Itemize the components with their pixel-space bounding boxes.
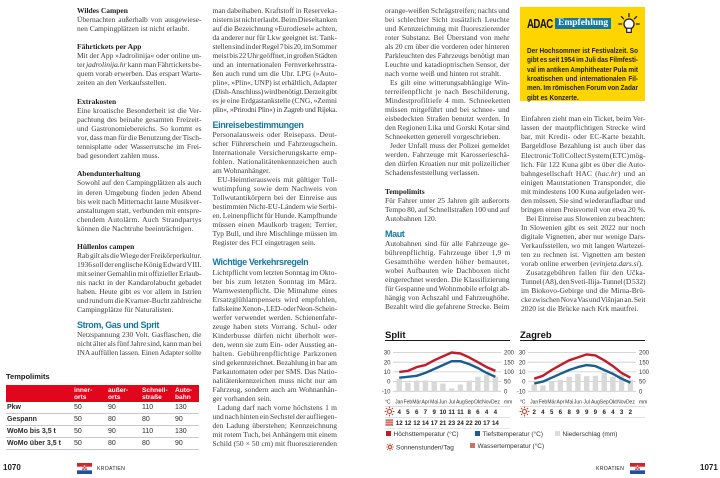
svg-text:11: 11 — [448, 409, 455, 416]
svg-text:Jun: Jun — [439, 400, 447, 406]
svg-text:Okt: Okt — [609, 400, 617, 406]
svg-text:Feb: Feb — [539, 400, 548, 406]
svg-text:9: 9 — [432, 409, 436, 416]
svg-text:Jan: Jan — [395, 400, 403, 406]
svg-text:200: 200 — [504, 351, 515, 357]
svg-text:Nov: Nov — [482, 400, 491, 406]
svg-text:Mär: Mär — [547, 400, 556, 406]
svg-text:17: 17 — [431, 420, 438, 427]
svg-text:mm: mm — [639, 400, 647, 406]
svg-text:2: 2 — [532, 409, 536, 416]
svg-text:4: 4 — [397, 409, 401, 416]
svg-text:50: 50 — [504, 380, 511, 386]
svg-text:Mai: Mai — [430, 400, 438, 406]
svg-text:°C: °C — [520, 400, 526, 406]
svg-text:12: 12 — [404, 420, 411, 427]
svg-text:6: 6 — [602, 409, 606, 416]
svg-text:Dez: Dez — [626, 400, 635, 406]
svg-text:24: 24 — [457, 420, 464, 427]
svg-text:Nov: Nov — [617, 400, 626, 406]
svg-text:Apr: Apr — [557, 400, 565, 406]
svg-text:6: 6 — [415, 409, 419, 416]
svg-text:9: 9 — [594, 409, 598, 416]
svg-text:20: 20 — [384, 360, 391, 366]
svg-text:10: 10 — [384, 370, 391, 376]
svg-text:4: 4 — [541, 409, 545, 416]
svg-text:12: 12 — [413, 420, 420, 427]
svg-text:150: 150 — [639, 360, 650, 366]
svg-text:10: 10 — [439, 409, 446, 416]
svg-text:2: 2 — [629, 409, 633, 416]
svg-text:Mär: Mär — [412, 400, 421, 406]
svg-text:30: 30 — [384, 351, 391, 357]
svg-text:7: 7 — [424, 409, 428, 416]
svg-text:°C: °C — [385, 400, 391, 406]
svg-text:50: 50 — [639, 380, 646, 386]
svg-text:17: 17 — [483, 420, 490, 427]
svg-text:100: 100 — [639, 370, 650, 376]
svg-text:20: 20 — [519, 360, 526, 366]
svg-text:150: 150 — [504, 360, 515, 366]
svg-text:4: 4 — [494, 409, 498, 416]
svg-text:Jul: Jul — [583, 400, 589, 406]
svg-text:mm: mm — [504, 400, 512, 406]
svg-text:Dez: Dez — [491, 400, 500, 406]
svg-text:10: 10 — [519, 370, 526, 376]
svg-text:100: 100 — [504, 370, 515, 376]
svg-text:20: 20 — [474, 420, 481, 427]
svg-text:0: 0 — [639, 389, 643, 395]
svg-text:3: 3 — [620, 409, 624, 416]
svg-text:12: 12 — [396, 420, 403, 427]
svg-text:9: 9 — [585, 409, 589, 416]
svg-text:Aug: Aug — [591, 400, 600, 406]
svg-text:Okt: Okt — [474, 400, 482, 406]
svg-text:-10: -10 — [517, 389, 526, 395]
svg-text:5: 5 — [550, 409, 554, 416]
svg-text:4: 4 — [485, 409, 489, 416]
svg-text:-10: -10 — [382, 389, 391, 395]
svg-text:30: 30 — [519, 351, 526, 357]
svg-text:Apr: Apr — [422, 400, 430, 406]
svg-text:11: 11 — [457, 409, 464, 416]
svg-text:0: 0 — [522, 380, 526, 386]
svg-text:9: 9 — [576, 409, 580, 416]
svg-text:Jun: Jun — [574, 400, 582, 406]
svg-text:0: 0 — [387, 380, 391, 386]
svg-text:8: 8 — [567, 409, 571, 416]
svg-text:Mai: Mai — [565, 400, 573, 406]
svg-text:21: 21 — [439, 420, 446, 427]
svg-text:6: 6 — [559, 409, 563, 416]
svg-text:6: 6 — [476, 409, 480, 416]
svg-text:14: 14 — [492, 420, 499, 427]
svg-text:4: 4 — [611, 409, 615, 416]
svg-text:22: 22 — [466, 420, 473, 427]
svg-text:Sep: Sep — [465, 400, 474, 406]
svg-text:Sep: Sep — [600, 400, 609, 406]
svg-text:0: 0 — [504, 389, 508, 395]
svg-text:8: 8 — [467, 409, 471, 416]
svg-text:200: 200 — [639, 351, 650, 357]
svg-text:Jul: Jul — [448, 400, 454, 406]
svg-text:Feb: Feb — [404, 400, 413, 406]
svg-text:14: 14 — [422, 420, 429, 427]
svg-text:5: 5 — [406, 409, 410, 416]
svg-text:Aug: Aug — [456, 400, 465, 406]
svg-text:23: 23 — [448, 420, 455, 427]
svg-text:Jan: Jan — [530, 400, 538, 406]
